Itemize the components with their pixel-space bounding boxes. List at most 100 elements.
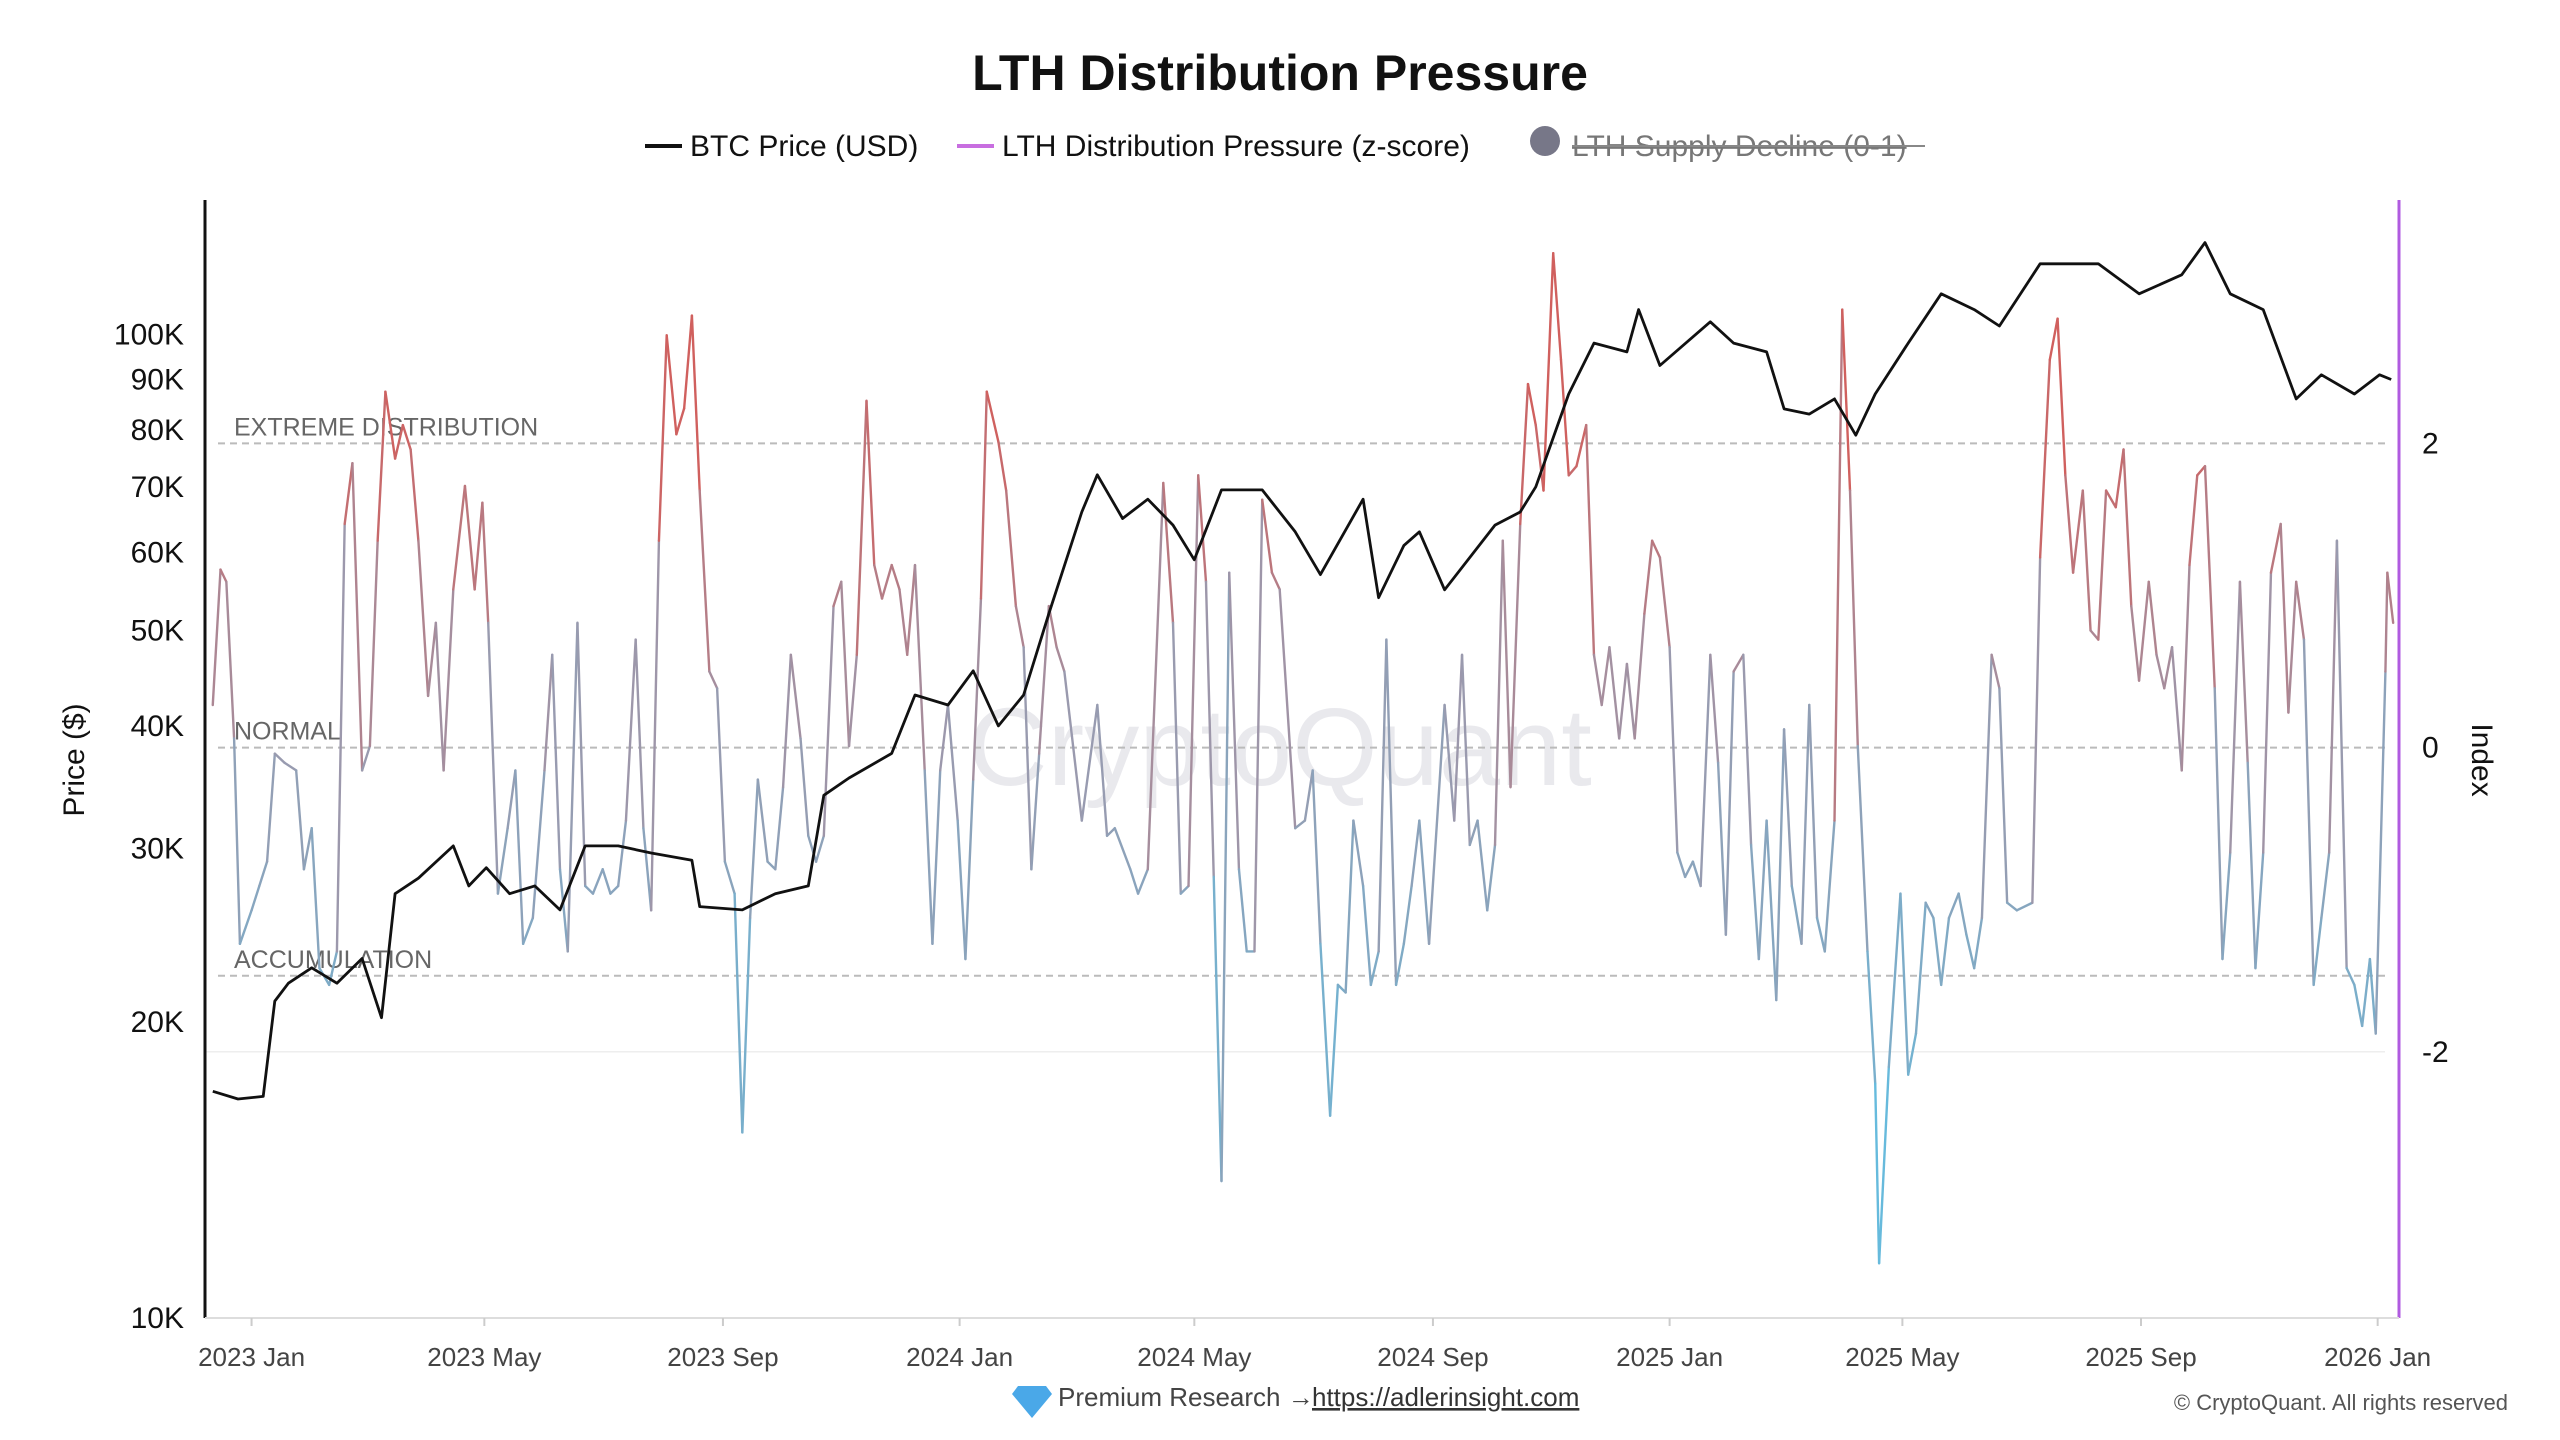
- copyright: © CryptoQuant. All rights reserved: [2174, 1390, 2508, 1415]
- z-score-segment: [1782, 728, 1794, 888]
- z-score-segment: [1559, 358, 1570, 477]
- z-score-segment: [1171, 621, 1182, 895]
- footer-text: Premium Research →: [1058, 1382, 1314, 1412]
- z-score-segment: [1742, 653, 1753, 847]
- z-score-segment: [376, 390, 387, 542]
- z-score-segment: [1676, 851, 1687, 879]
- legend-item-lth-pressure[interactable]: LTH Distribution Pressure (z-score): [957, 130, 1470, 163]
- z-score-segment: [2104, 489, 2117, 509]
- z-score-segment: [2114, 448, 2125, 509]
- z-score-segment: [417, 539, 430, 698]
- z-score-segment: [1907, 1032, 1918, 1076]
- left-tick-label: 70K: [131, 471, 184, 504]
- legend-label: LTH Distribution Pressure (z-score): [1002, 130, 1470, 163]
- z-score-segment: [2048, 317, 2059, 361]
- z-score-segment: [2163, 646, 2174, 690]
- footer-link[interactable]: https://adlerinsight.com: [1312, 1382, 1579, 1412]
- z-score-segment: [766, 860, 777, 871]
- z-score-segment: [1402, 884, 1413, 946]
- z-score-segment: [822, 604, 835, 838]
- z-score-segment: [1344, 819, 1355, 994]
- z-score-segment: [2368, 957, 2377, 1035]
- z-score-segment: [273, 752, 286, 765]
- z-score-segment: [302, 827, 313, 871]
- z-score-segment: [2089, 629, 2100, 641]
- z-score-segment: [1699, 653, 1712, 888]
- z-score-segment: [1899, 892, 1910, 1076]
- z-score-segment: [1328, 983, 1340, 1117]
- x-tick-label: 2026 Jan: [2324, 1342, 2431, 1372]
- z-score-segment: [1866, 950, 1877, 1085]
- x-tick-label: 2025 Sep: [2085, 1342, 2196, 1372]
- z-score-segment: [1575, 423, 1588, 468]
- z-score-segment: [1212, 875, 1223, 1183]
- z-score-segment: [434, 621, 445, 772]
- z-score-segment: [1220, 571, 1231, 1183]
- z-score-segment: [566, 621, 579, 953]
- z-score-segment: [1453, 653, 1464, 822]
- x-tick-label: 2024 May: [1137, 1342, 1251, 1372]
- z-score-segment: [832, 580, 843, 608]
- x-axis-ticks: 2023 Jan 2023 May 2023 Sep 2024 Jan 2024 May…: [198, 1318, 2431, 1372]
- z-score-segment: [799, 737, 810, 838]
- z-score-segment: [2081, 489, 2092, 632]
- z-score-segment: [310, 827, 321, 970]
- z-score-segment: [964, 778, 975, 961]
- z-score-segment: [219, 568, 228, 583]
- z-score-segment: [1486, 843, 1497, 912]
- z-score-segment: [698, 489, 711, 673]
- z-score-segment: [2122, 448, 2133, 608]
- z-score-segment: [1998, 687, 2009, 904]
- z-score-segment: [2360, 957, 2372, 1028]
- z-score-segment: [1709, 653, 1720, 765]
- z-score-segment: [531, 769, 546, 920]
- z-score-segment: [1972, 916, 1984, 970]
- z-score-segment: [1004, 489, 1018, 608]
- z-score-segment: [426, 621, 438, 698]
- z-score-segment: [865, 399, 876, 567]
- z-score-segment: [250, 884, 261, 912]
- z-score-segment: [487, 621, 500, 895]
- z-score-segment: [723, 860, 736, 895]
- z-score-segment: [1294, 819, 1307, 830]
- z-score-segment: [2320, 851, 2331, 920]
- z-score-segment: [873, 563, 884, 600]
- z-score-segment: [2327, 539, 2339, 854]
- z-score-segment: [294, 769, 306, 871]
- x-tick-label: 2023 May: [427, 1342, 541, 1372]
- z-score-segment: [1352, 819, 1365, 888]
- z-score-segment: [558, 868, 569, 953]
- z-score-segment: [1932, 916, 1943, 987]
- left-tick-label: 40K: [131, 710, 184, 743]
- z-score-segment: [1443, 703, 1456, 822]
- z-score-segment: [748, 778, 760, 920]
- z-score-segment: [2064, 474, 2075, 574]
- left-tick-label: 30K: [131, 833, 184, 866]
- z-score-segment: [1600, 646, 1611, 707]
- z-score-segment: [283, 761, 298, 772]
- z-score-segment: [1650, 539, 1662, 559]
- legend-item-btc-price[interactable]: BTC Price (USD): [645, 130, 918, 163]
- left-axis-ticks: 10K 20K 30K 40K 50K 60K 70K 80K 90K 100K: [114, 318, 184, 1335]
- z-score-segment: [847, 653, 858, 748]
- z-score-segment: [1468, 819, 1479, 847]
- right-tick-label: 0: [2422, 732, 2439, 765]
- z-score-segment: [265, 752, 277, 863]
- z-score-segment: [1501, 539, 1512, 789]
- z-score-segment: [473, 501, 484, 591]
- z-score-segment: [807, 834, 818, 863]
- z-score-segment: [1592, 653, 1603, 707]
- legend-item-lth-supply-decline[interactable]: LTH Supply Decline (0-1): [1530, 126, 1925, 163]
- z-score-segment: [1063, 670, 1084, 822]
- x-tick-label: 2025 Jan: [1616, 1342, 1723, 1372]
- z-score-segment: [343, 461, 354, 526]
- z-score-segment: [2353, 983, 2364, 1028]
- z-score-segment: [931, 769, 942, 946]
- z-score-segment: [2071, 489, 2085, 574]
- z-score-segment: [1113, 827, 1132, 871]
- z-score-segment: [609, 884, 620, 895]
- z-score-segment: [1749, 843, 1761, 961]
- z-score-segment: [232, 737, 242, 946]
- z-score-segment: [1493, 539, 1504, 847]
